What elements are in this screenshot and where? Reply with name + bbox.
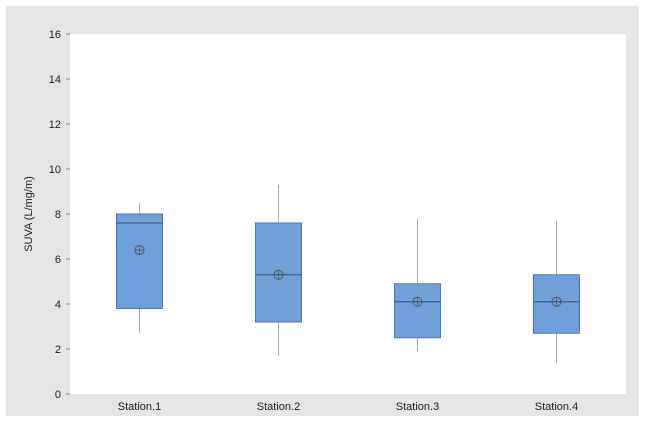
y-tick-label-4: 4 bbox=[55, 299, 61, 311]
y-tick-label-14: 14 bbox=[49, 74, 61, 86]
y-tick-label-16: 16 bbox=[49, 29, 61, 41]
box-plot-chart: 0 2 4 6 8 10 12 14 16 Station.1 Station.2 Station.3… bbox=[23, 29, 626, 413]
x-category-label-station-4: Station.4 bbox=[535, 401, 578, 413]
axes-layer bbox=[66, 33, 70, 395]
x-category-label-station-2: Station.2 bbox=[257, 401, 300, 413]
labels-layer: 0 2 4 6 8 10 12 14 16 Station.1 Station.2 Station.3… bbox=[49, 29, 578, 413]
chart-frame: 0 2 4 6 8 10 12 14 16 Station.1 Station.2 Station.3… bbox=[6, 6, 639, 416]
box-station-3 bbox=[394, 218, 441, 352]
boxes-layer bbox=[116, 184, 580, 363]
y-tick-label-10: 10 bbox=[49, 164, 61, 176]
box-station-2 bbox=[255, 184, 302, 356]
iqr-box bbox=[394, 283, 441, 339]
y-tick-label-2: 2 bbox=[55, 344, 61, 356]
iqr-box bbox=[116, 213, 163, 309]
x-category-label-station-3: Station.3 bbox=[396, 401, 439, 413]
box-station-4 bbox=[533, 220, 580, 363]
y-tick-label-12: 12 bbox=[49, 119, 61, 131]
y-tick-label-8: 8 bbox=[55, 209, 61, 221]
y-tick-label-0: 0 bbox=[55, 389, 61, 401]
x-category-label-station-1: Station.1 bbox=[118, 401, 161, 413]
y-axis-title: SUVA (L/mg/m) bbox=[23, 176, 35, 252]
box-station-1 bbox=[116, 202, 163, 334]
y-tick-label-6: 6 bbox=[55, 254, 61, 266]
